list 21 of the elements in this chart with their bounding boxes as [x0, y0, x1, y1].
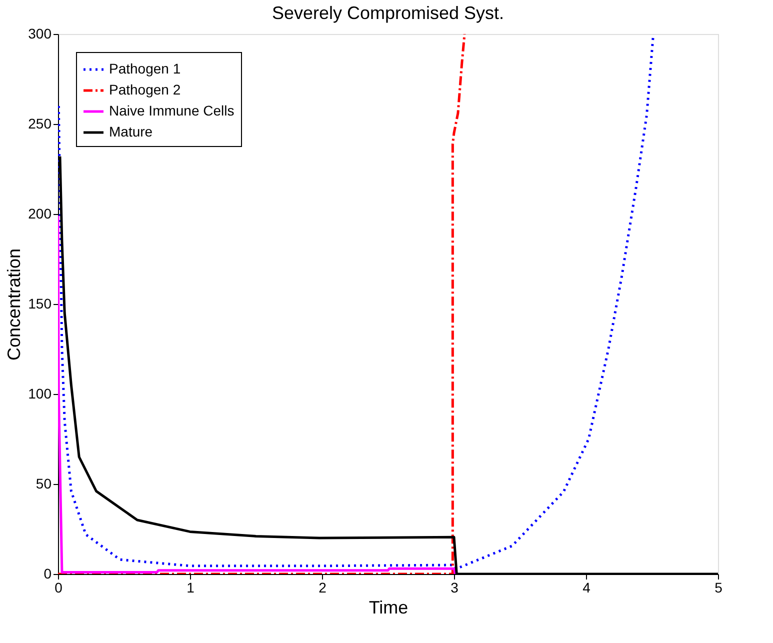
- line-series: [58, 214, 457, 574]
- y-tick-label: 100: [28, 386, 52, 402]
- y-tick-label: 150: [28, 296, 52, 312]
- legend-label: Naive Immune Cells: [109, 102, 234, 118]
- x-axis-title: Time: [368, 598, 408, 618]
- y-tick-label: 50: [36, 476, 52, 492]
- y-tick-label: 300: [28, 26, 52, 42]
- y-tick-label: 0: [44, 566, 52, 582]
- legend-label: Pathogen 1: [109, 60, 181, 76]
- x-tick-label: 2: [318, 580, 327, 596]
- y-tick-label: 200: [28, 206, 52, 222]
- x-tick-label: 3: [450, 580, 459, 596]
- x-tick-label: 5: [714, 580, 723, 596]
- x-tick-label: 1: [186, 580, 195, 596]
- legend-label: Mature: [109, 124, 153, 140]
- x-tick-label: 0: [54, 580, 63, 596]
- y-tick-label: 250: [28, 116, 52, 132]
- legend-label: Pathogen 2: [109, 82, 181, 98]
- y-axis-title: Concentration: [4, 248, 24, 361]
- x-tick-label: 4: [582, 580, 591, 596]
- chart-title: Severely Compromised Syst.: [272, 3, 504, 23]
